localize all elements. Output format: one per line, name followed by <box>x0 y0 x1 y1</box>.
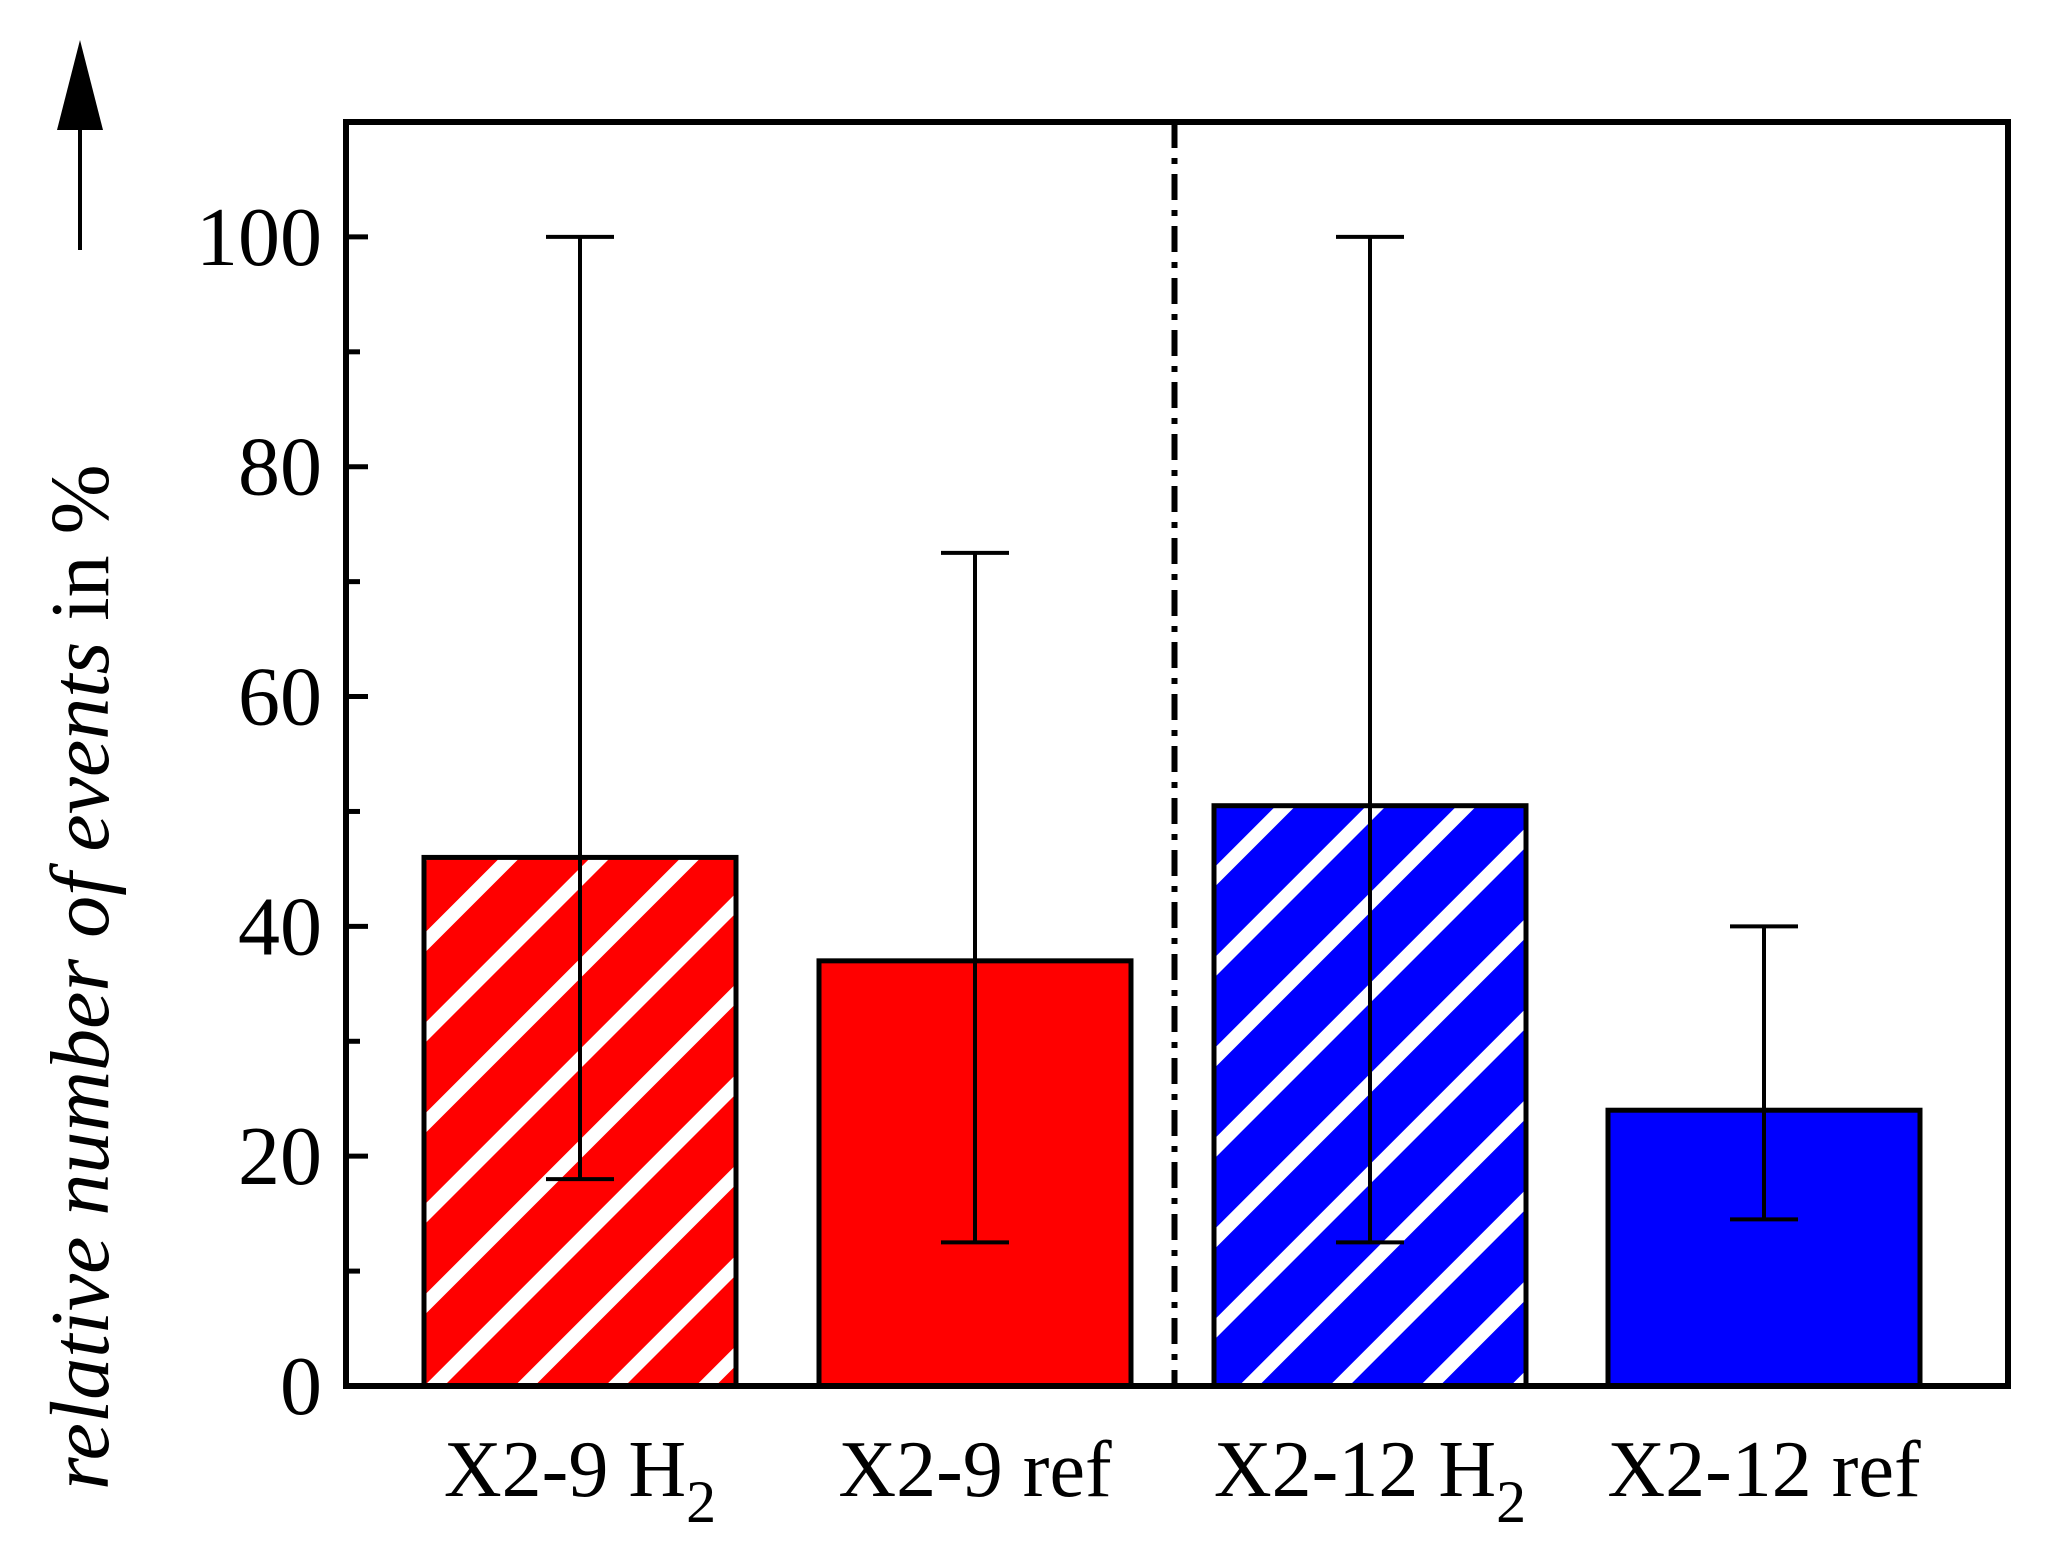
y-tick-label-80: 80 <box>238 421 322 514</box>
error-bar-1 <box>546 234 614 1182</box>
bar-4 <box>1605 1107 1923 1389</box>
error-bar-3 <box>1336 234 1404 1245</box>
error-bar-2 <box>941 550 1009 1245</box>
y-tick-label-0: 0 <box>280 1340 322 1433</box>
y-axis-label: relative number of events in % <box>34 464 127 1490</box>
y-tick-label-60: 60 <box>238 651 322 744</box>
y-tick-label-100: 100 <box>196 191 322 284</box>
x-tick-label-1: X2-9 H2 <box>444 1426 716 1535</box>
y-axis-arrow-head <box>57 40 103 130</box>
plot-frame <box>343 119 2011 1389</box>
error-bar-4 <box>1730 924 1798 1222</box>
y-tick-label-40: 40 <box>238 880 322 973</box>
x-tick-label-2: X2-9 ref <box>838 1426 1112 1514</box>
y-axis-arrow <box>57 40 103 250</box>
x-tick-label-3: X2-12 H2 <box>1214 1426 1526 1535</box>
x-tick-label-4: X2-12 ref <box>1607 1426 1921 1514</box>
y-tick-label-20: 20 <box>238 1110 322 1203</box>
